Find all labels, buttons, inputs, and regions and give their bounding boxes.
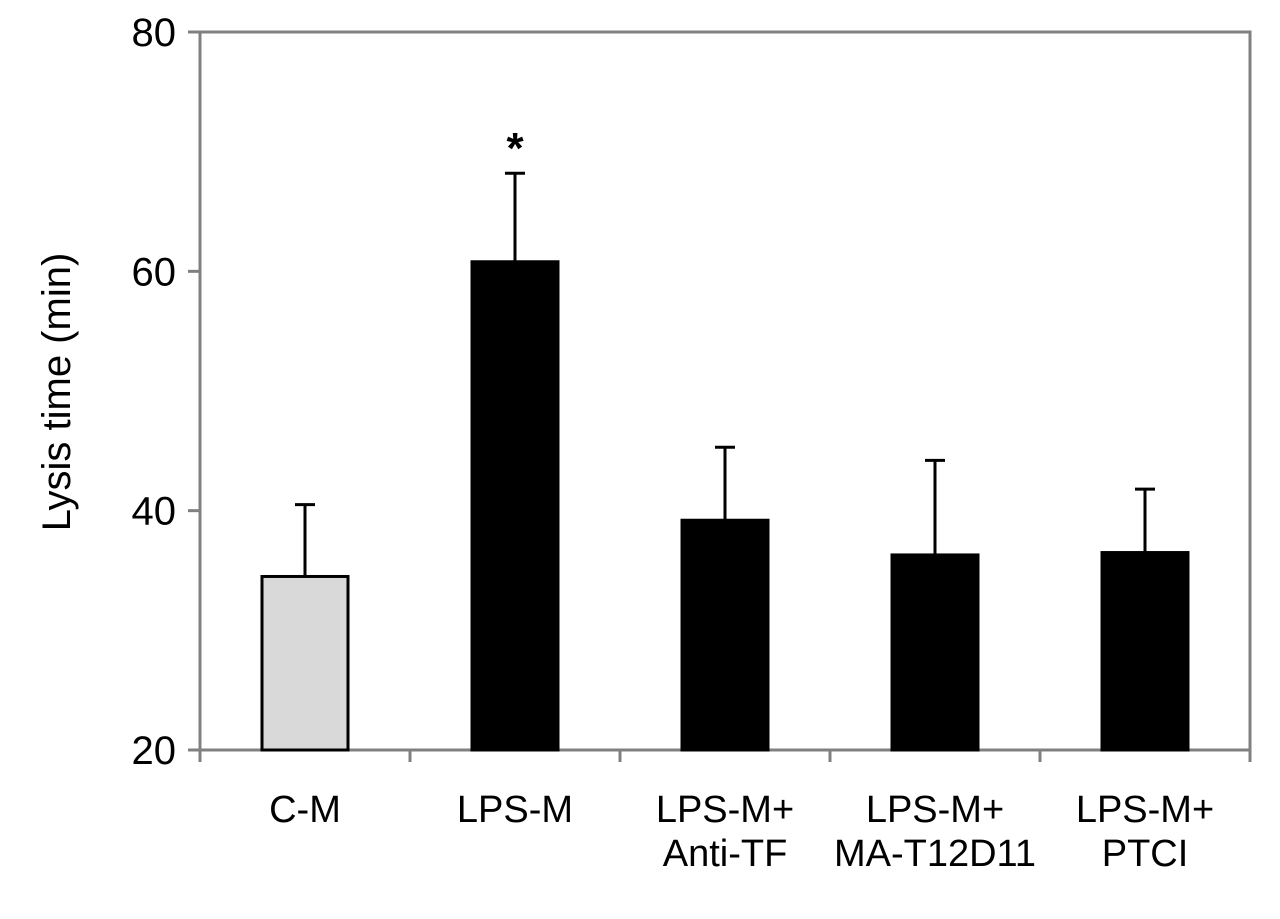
x-axis-ticks: [198, 750, 1252, 762]
y-axis-label: Lysis time (min): [35, 253, 79, 532]
category-label-line: LPS-M+: [656, 789, 794, 831]
category-label: LPS-M+ Anti-TF: [656, 789, 794, 875]
category-label-line: LPS-M: [457, 789, 573, 831]
bar: [470, 260, 560, 752]
category-label-line: Anti-TF: [663, 833, 788, 875]
category-label-line: MA-T12D11: [834, 833, 1036, 875]
bar: [680, 518, 770, 752]
bar: [260, 574, 350, 752]
annotations: *: [506, 124, 524, 173]
y-tick-label: 60: [132, 250, 177, 294]
y-tick-label: 80: [132, 11, 177, 55]
bars: [260, 260, 1190, 752]
error-bars: [295, 171, 1155, 577]
category-label: LPS-M: [457, 789, 573, 831]
category-label-line: C-M: [269, 789, 341, 831]
category-label: LPS-M+ MA-T12D11: [834, 789, 1036, 875]
y-axis-ticks: 20 40 60 80: [132, 11, 200, 773]
bar: [890, 553, 980, 752]
category-label-line: LPS-M+: [1076, 789, 1214, 831]
category-label: LPS-M+ PTCI: [1076, 789, 1214, 875]
bar: [1100, 551, 1190, 752]
category-label-line: PTCI: [1102, 833, 1189, 875]
category-label-line: LPS-M+: [866, 789, 1004, 831]
category-label: C-M: [269, 789, 341, 831]
y-tick-label: 20: [132, 729, 177, 773]
significance-marker: *: [506, 124, 524, 173]
y-tick-label: 40: [132, 490, 177, 534]
